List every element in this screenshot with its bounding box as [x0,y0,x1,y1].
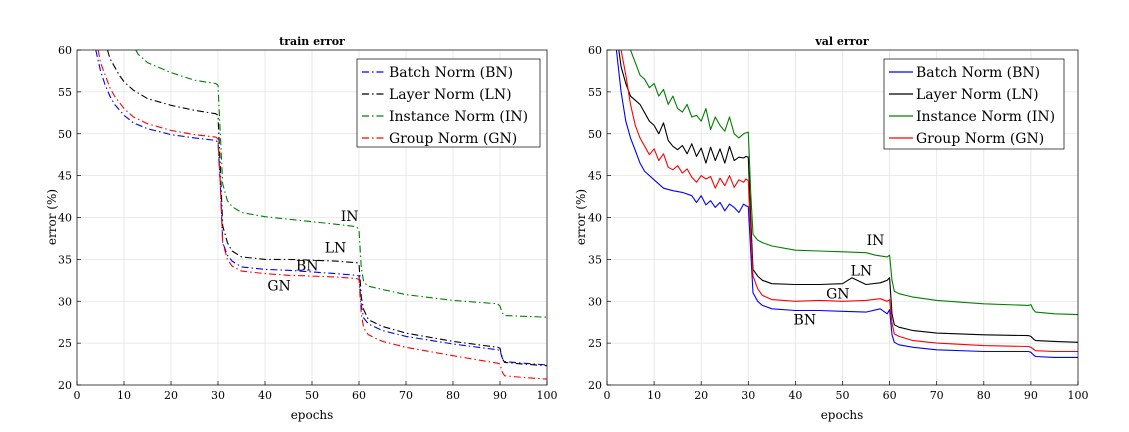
val-y-tick-label: 25 [588,337,602,350]
train-legend-label-3: Group Norm (GN) [389,131,517,147]
val-y-tick-label: 30 [588,295,602,308]
train-y-tick-label: 55 [58,86,72,99]
train-y-tick-label: 60 [58,44,72,57]
val-series-line-2 [629,50,1078,316]
val-x-tick-label: 60 [883,389,897,402]
val-legend: Batch Norm (BN) Layer Norm (LN) Instance N… [883,58,1065,150]
train-x-tick-label: 30 [211,389,225,402]
train-x-tick-label: 60 [352,389,366,402]
val-annotation-ln: LN [851,263,873,279]
val-x-tick-label: 40 [788,389,802,402]
val-x-ticks: 0 10 20 30 40 50 60 70 80 90 100 [604,381,1089,402]
val-x-tick-label: 90 [1024,389,1038,402]
val-series-line-3 [620,50,1078,353]
train-x-tick-label: 10 [117,389,131,402]
val-x-tick-label: 30 [741,389,755,402]
val-x-tick-label: 10 [647,389,661,402]
train-x-tick-label: 40 [258,389,272,402]
train-y-tick-label: 20 [58,379,72,392]
val-legend-label-1: Layer Norm (LN) [916,87,1039,103]
train-x-tick-label: 80 [446,389,460,402]
train-legend-label-2: Instance Norm (IN) [389,109,528,125]
train-annotation-gn: GN [267,278,290,294]
val-legend-label-2: Instance Norm (IN) [916,109,1055,125]
val-y-tick-label: 55 [588,86,602,99]
val-error-chart: 0 10 20 30 40 50 60 70 80 90 100 20 25 30 35 40 45 50 55 6… [574,35,1089,422]
val-y-ticks: 20 25 30 35 40 45 50 55 60 [588,44,611,392]
train-y-tick-label: 45 [58,170,72,183]
val-legend-label-3: Group Norm (GN) [916,131,1044,147]
val-annotation-in: IN [867,233,885,249]
train-x-tick-label: 90 [493,389,507,402]
train-x-tick-label: 0 [74,389,81,402]
train-x-tick-label: 20 [164,389,178,402]
val-y-axis-label: error (%) [574,189,588,245]
train-x-ticks: 0 10 20 30 40 50 60 70 80 90 100 [74,381,558,402]
val-series-lines [615,50,1078,358]
train-y-tick-label: 35 [58,253,72,266]
train-annotations: IN LN BN GN [267,209,358,295]
train-legend-label-1: Layer Norm (LN) [389,87,512,103]
train-x-axis-label: epochs [291,408,334,422]
val-x-tick-label: 100 [1068,389,1089,402]
train-series-line-2 [135,50,547,318]
train-error-chart: 0 10 20 30 40 50 60 70 80 90 100 20 25 30 35 40 45 50 55 6… [45,35,558,422]
train-x-tick-label: 100 [537,389,558,402]
train-legend-box [356,58,541,148]
val-annotation-gn: GN [826,287,849,303]
train-y-tick-label: 40 [58,212,72,225]
val-annotation-bn: BN [794,313,817,329]
train-chart-title: train error [279,35,345,48]
val-x-tick-label: 20 [694,389,708,402]
val-legend-box [883,58,1065,150]
val-chart-title: val error [814,35,868,48]
val-y-tick-label: 40 [588,212,602,225]
val-y-tick-label: 50 [588,128,602,141]
val-y-tick-label: 20 [588,379,602,392]
val-series-line-1 [618,50,1078,343]
val-y-tick-label: 45 [588,170,602,183]
train-series-lines [95,50,547,380]
train-y-tick-label: 30 [58,295,72,308]
val-x-tick-label: 80 [977,389,991,402]
train-annotation-bn: BN [296,258,319,274]
train-legend: Batch Norm (BN) Layer Norm (LN) Instance N… [356,58,541,148]
val-x-tick-label: 0 [604,389,611,402]
train-annotation-ln: LN [325,241,347,257]
train-y-ticks: 20 25 30 35 40 45 50 55 60 [58,44,81,392]
val-x-axis-label: epochs [821,408,864,422]
train-series-line-3 [97,50,547,380]
train-y-tick-label: 25 [58,337,72,350]
val-series-line-0 [615,50,1078,358]
val-legend-label-0: Batch Norm (BN) [916,65,1040,81]
val-x-tick-label: 70 [930,389,944,402]
val-y-tick-label: 60 [588,44,602,57]
train-annotation-in: IN [341,209,359,225]
train-series-line-1 [106,50,547,367]
train-x-tick-label: 50 [305,389,319,402]
val-x-tick-label: 50 [836,389,850,402]
train-y-tick-label: 50 [58,128,72,141]
train-legend-label-0: Batch Norm (BN) [389,65,513,81]
train-x-tick-label: 70 [399,389,413,402]
val-y-tick-label: 35 [588,253,602,266]
train-y-axis-label: error (%) [45,189,59,245]
